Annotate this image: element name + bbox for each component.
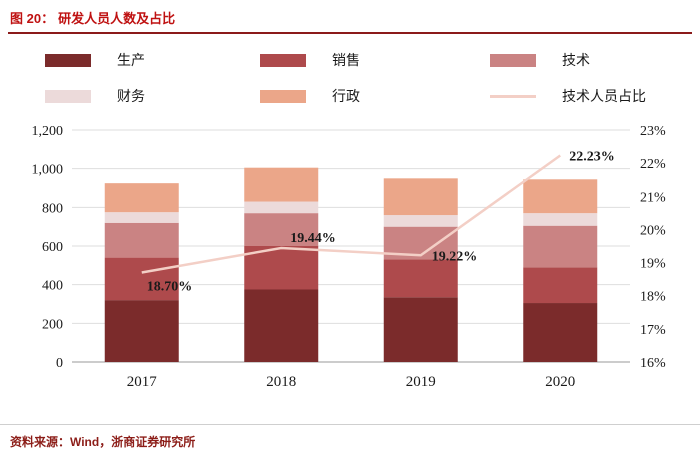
bar-segment — [383, 259, 458, 298]
x-axis-category: 2019 — [406, 374, 436, 390]
chart-legend: 生产 销售 技术财务 行政 技术人员占比 — [0, 34, 700, 110]
bar-segment — [104, 212, 179, 223]
legend-color-swatch — [260, 53, 306, 67]
left-axis-tick: 400 — [42, 279, 63, 294]
legend-item: 技术 — [490, 50, 700, 70]
x-axis-category: 2018 — [266, 374, 296, 390]
bar-segment — [383, 215, 458, 227]
x-axis-category: 2017 — [127, 374, 158, 390]
data-point-label: 18.70% — [147, 280, 193, 295]
source-text: 资料来源：Wind，浙商证券研究所 — [10, 435, 196, 449]
legend-color-swatch — [260, 89, 306, 103]
legend-item: 销售 — [260, 50, 490, 70]
right-axis-tick: 18% — [640, 290, 666, 305]
right-axis-tick: 23% — [640, 124, 666, 139]
legend-label: 销售 — [332, 52, 360, 68]
x-axis-category: 2020 — [545, 374, 575, 390]
legend-item: 生产 — [45, 50, 260, 70]
bar-segment — [244, 213, 319, 246]
title-divider — [8, 32, 692, 34]
right-axis-tick: 21% — [640, 190, 666, 205]
stacked-bar-line-chart: 0 200 400 600 800 1,000 1,200 16% 17% 18% 19% 20% 21… — [32, 124, 667, 390]
right-axis-tick: 19% — [640, 257, 666, 272]
right-axis-tick: 20% — [640, 223, 666, 238]
bar-segment — [523, 225, 598, 268]
legend-item: 技术人员占比 — [490, 86, 700, 106]
ratio-line — [141, 154, 561, 274]
source-note: 资料来源：Wind，浙商证券研究所 — [0, 424, 700, 463]
legend-color-swatch — [45, 53, 91, 67]
data-point-label: 19.22% — [432, 249, 478, 264]
bar-segment — [244, 201, 319, 214]
figure-number: 图 20： — [10, 11, 55, 26]
left-axis-tick: 0 — [56, 356, 63, 371]
bar-segment — [244, 289, 319, 362]
bar-segment — [104, 300, 179, 362]
data-point-label: 22.23% — [569, 150, 615, 165]
legend-item: 行政 — [260, 86, 490, 106]
bar-segment — [383, 297, 458, 362]
bar-segment — [383, 178, 458, 216]
bar-segment — [104, 222, 179, 258]
bar-segment — [523, 267, 598, 304]
bar-segment — [523, 179, 598, 214]
legend-label: 技术 — [562, 52, 590, 68]
right-axis-tick: 17% — [640, 323, 666, 338]
left-axis-tick: 1,000 — [32, 163, 64, 178]
data-point-label: 19.44% — [290, 231, 336, 246]
left-axis-tick: 600 — [42, 240, 63, 255]
legend-color-swatch — [490, 53, 536, 67]
legend-line-swatch — [490, 94, 536, 98]
left-axis-tick: 800 — [42, 201, 63, 216]
chart-area: 0 200 400 600 800 1,000 1,200 16% 17% 18% 19% 20% 21… — [0, 110, 700, 410]
legend-item: 财务 — [45, 86, 260, 106]
legend-color-swatch — [45, 89, 91, 103]
right-axis-tick: 16% — [640, 356, 666, 371]
legend-label: 生产 — [117, 52, 145, 68]
left-axis-tick: 1,200 — [32, 124, 64, 139]
legend-label: 技术人员占比 — [562, 88, 646, 104]
right-axis-tick: 22% — [640, 157, 666, 172]
bar-segment — [523, 213, 598, 226]
figure-title-text: 研发人员人数及占比 — [58, 11, 176, 26]
left-axis-tick: 200 — [42, 317, 63, 332]
figure-title: 图 20： 研发人员人数及占比 — [0, 0, 700, 32]
bar-segment — [244, 167, 319, 202]
bar-segment — [104, 183, 179, 213]
legend-label: 财务 — [117, 88, 145, 104]
bar-segment — [104, 257, 179, 301]
bar-segment — [523, 303, 598, 362]
legend-label: 行政 — [332, 88, 360, 104]
